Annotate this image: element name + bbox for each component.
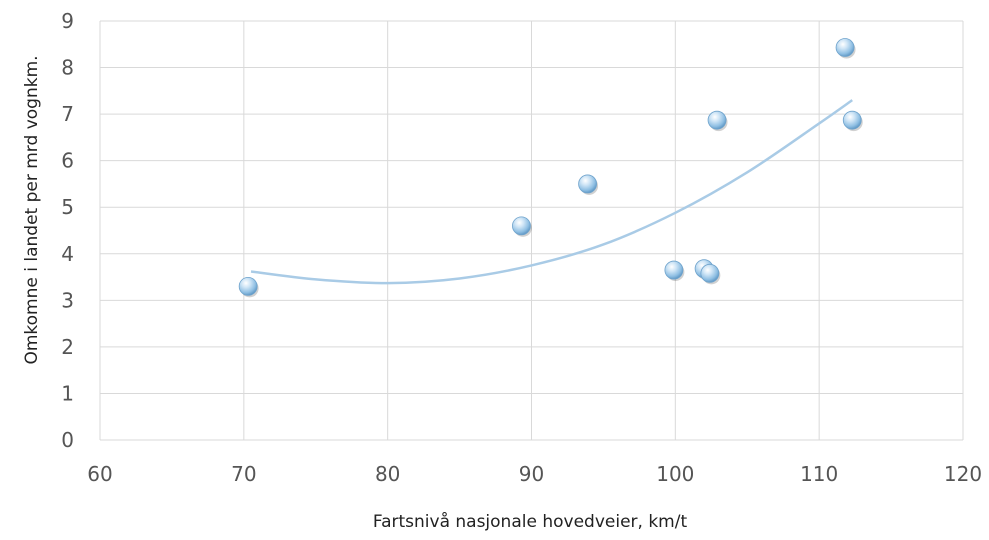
x-tick-label: 80 — [375, 462, 400, 486]
y-tick-label: 2 — [61, 335, 74, 359]
data-point — [664, 260, 685, 282]
y-axis-title: Omkomne i landet per mrd vognkm. — [22, 55, 42, 364]
x-tick-label: 120 — [944, 462, 982, 486]
y-tick-label: 7 — [61, 102, 74, 126]
y-tick-label: 9 — [61, 9, 74, 33]
data-point — [835, 38, 856, 59]
data-point — [238, 276, 259, 298]
x-tick-label: 60 — [87, 462, 112, 486]
y-axis-tick-labels: 0 1 2 3 4 5 6 7 8 9 — [61, 9, 74, 452]
x-tick-label: 110 — [800, 462, 838, 486]
x-axis-tick-labels: 60 70 80 90 100 110 120 — [87, 462, 982, 486]
data-point — [700, 263, 721, 285]
data-point — [842, 110, 863, 132]
data-points — [238, 38, 863, 298]
y-tick-label: 3 — [61, 288, 74, 312]
y-tick-label: 5 — [61, 195, 74, 219]
y-tick-label: 4 — [61, 242, 74, 266]
trendline — [250, 99, 853, 285]
y-tick-label: 8 — [61, 56, 74, 80]
y-tick-label: 0 — [61, 428, 74, 452]
gridlines — [99, 20, 964, 441]
x-tick-label: 100 — [656, 462, 694, 486]
y-tick-label: 1 — [61, 381, 74, 405]
x-tick-label: 90 — [519, 462, 544, 486]
x-tick-label: 70 — [231, 462, 256, 486]
x-axis-title: Fartsnivå nasjonale hovedveier, km/t — [373, 511, 688, 532]
data-point — [707, 110, 728, 132]
data-point — [512, 216, 532, 237]
y-tick-label: 6 — [61, 149, 74, 173]
data-point — [578, 174, 599, 195]
